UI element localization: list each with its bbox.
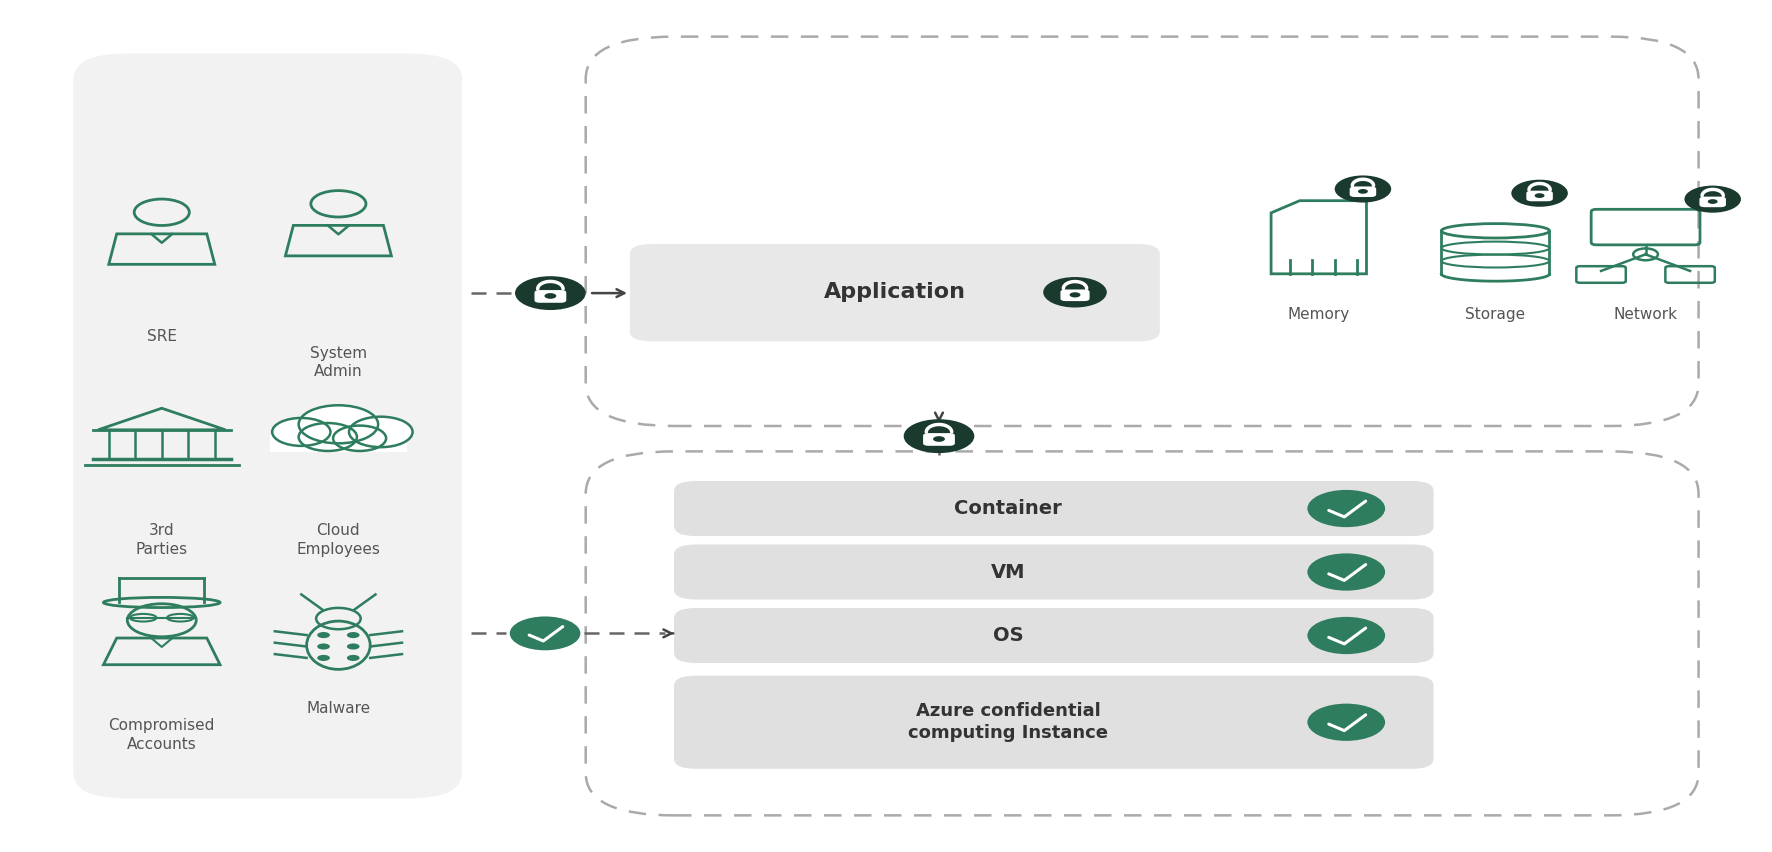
Text: Cloud
Employees: Cloud Employees — [296, 523, 381, 557]
FancyBboxPatch shape — [1526, 191, 1552, 201]
Circle shape — [1357, 189, 1368, 193]
Circle shape — [273, 418, 330, 446]
Circle shape — [516, 276, 587, 310]
FancyBboxPatch shape — [673, 481, 1434, 536]
Text: Container: Container — [955, 499, 1061, 518]
Circle shape — [904, 419, 975, 453]
Circle shape — [317, 655, 330, 661]
Circle shape — [1708, 199, 1717, 204]
Circle shape — [1512, 180, 1568, 207]
Text: System
Admin: System Admin — [310, 346, 367, 379]
Circle shape — [1685, 186, 1740, 213]
Circle shape — [1535, 193, 1545, 198]
FancyBboxPatch shape — [1699, 197, 1726, 207]
Text: Malware: Malware — [307, 701, 370, 716]
Text: Compromised
Accounts: Compromised Accounts — [108, 718, 214, 751]
Text: OS: OS — [992, 626, 1024, 645]
Circle shape — [544, 293, 556, 299]
Circle shape — [1308, 554, 1386, 590]
Circle shape — [347, 643, 360, 649]
Circle shape — [1044, 277, 1108, 308]
Bar — [269, 435, 408, 452]
Circle shape — [349, 417, 413, 447]
Circle shape — [934, 436, 944, 442]
FancyBboxPatch shape — [673, 608, 1434, 663]
FancyBboxPatch shape — [923, 433, 955, 446]
FancyBboxPatch shape — [629, 244, 1161, 342]
Circle shape — [510, 617, 581, 650]
Circle shape — [1334, 176, 1391, 203]
Circle shape — [333, 426, 386, 451]
Circle shape — [1308, 704, 1386, 741]
Text: Network: Network — [1614, 308, 1678, 323]
Circle shape — [1308, 490, 1386, 527]
Text: Storage: Storage — [1465, 308, 1526, 323]
Circle shape — [317, 632, 330, 638]
Text: Application: Application — [824, 282, 966, 302]
Circle shape — [299, 406, 377, 443]
Text: VM: VM — [991, 562, 1026, 582]
FancyBboxPatch shape — [1350, 187, 1377, 197]
Circle shape — [347, 632, 360, 638]
FancyBboxPatch shape — [673, 544, 1434, 600]
Text: Memory: Memory — [1288, 308, 1350, 323]
FancyBboxPatch shape — [1060, 290, 1090, 301]
Text: Azure confidential
computing Instance: Azure confidential computing Instance — [909, 702, 1108, 742]
Circle shape — [1308, 617, 1386, 654]
Circle shape — [299, 423, 356, 451]
FancyBboxPatch shape — [535, 290, 567, 302]
Circle shape — [317, 643, 330, 649]
FancyBboxPatch shape — [73, 54, 462, 798]
FancyBboxPatch shape — [673, 676, 1434, 769]
Circle shape — [347, 655, 360, 661]
Circle shape — [1070, 292, 1081, 297]
Text: 3rd
Parties: 3rd Parties — [136, 523, 188, 557]
Text: SRE: SRE — [147, 329, 177, 343]
